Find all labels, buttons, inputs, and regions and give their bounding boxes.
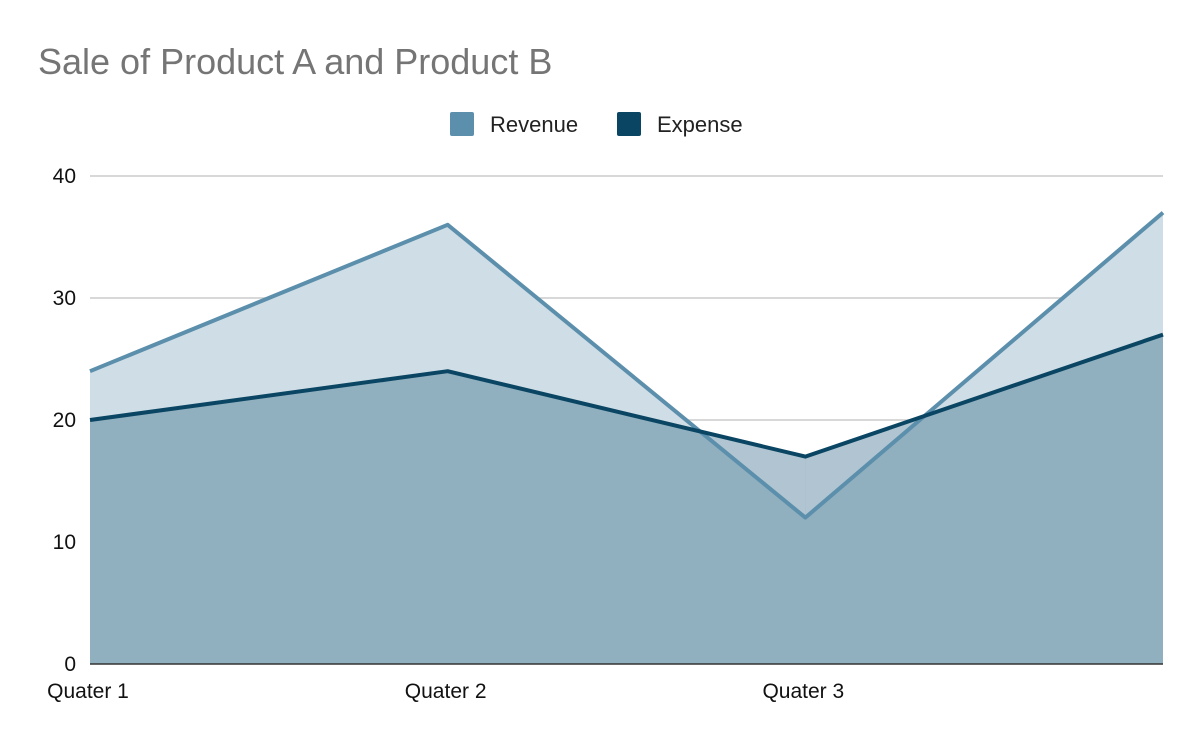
area-fills [90, 212, 1163, 664]
legend-label-expense: Expense [657, 112, 743, 137]
y-axis-tick-labels: 0 10 20 30 40 [53, 165, 76, 676]
y-tick-label-40: 40 [53, 165, 76, 188]
y-tick-label-0: 0 [64, 653, 76, 676]
expense-line [89, 332, 1164, 459]
x-axis-tick-labels: Quater 1 Quater 2 Quater 3 [47, 680, 844, 703]
revenue-line [89, 211, 1165, 520]
x-tick-label-2: Quater 2 [405, 680, 487, 703]
series-lines [89, 211, 1165, 520]
legend-swatch-expense [617, 112, 641, 136]
chart-title: Sale of Product A and Product B [38, 41, 552, 82]
legend-swatch-revenue [450, 112, 474, 136]
y-tick-label-30: 30 [53, 287, 76, 310]
x-tick-label-1: Quater 1 [47, 680, 129, 703]
y-tick-label-10: 10 [53, 531, 76, 554]
y-tick-label-20: 20 [53, 409, 76, 432]
x-tick-label-3: Quater 3 [762, 680, 844, 703]
legend-label-revenue: Revenue [490, 112, 578, 137]
expense-area [90, 334, 1163, 664]
legend: Revenue Expense [450, 112, 743, 137]
